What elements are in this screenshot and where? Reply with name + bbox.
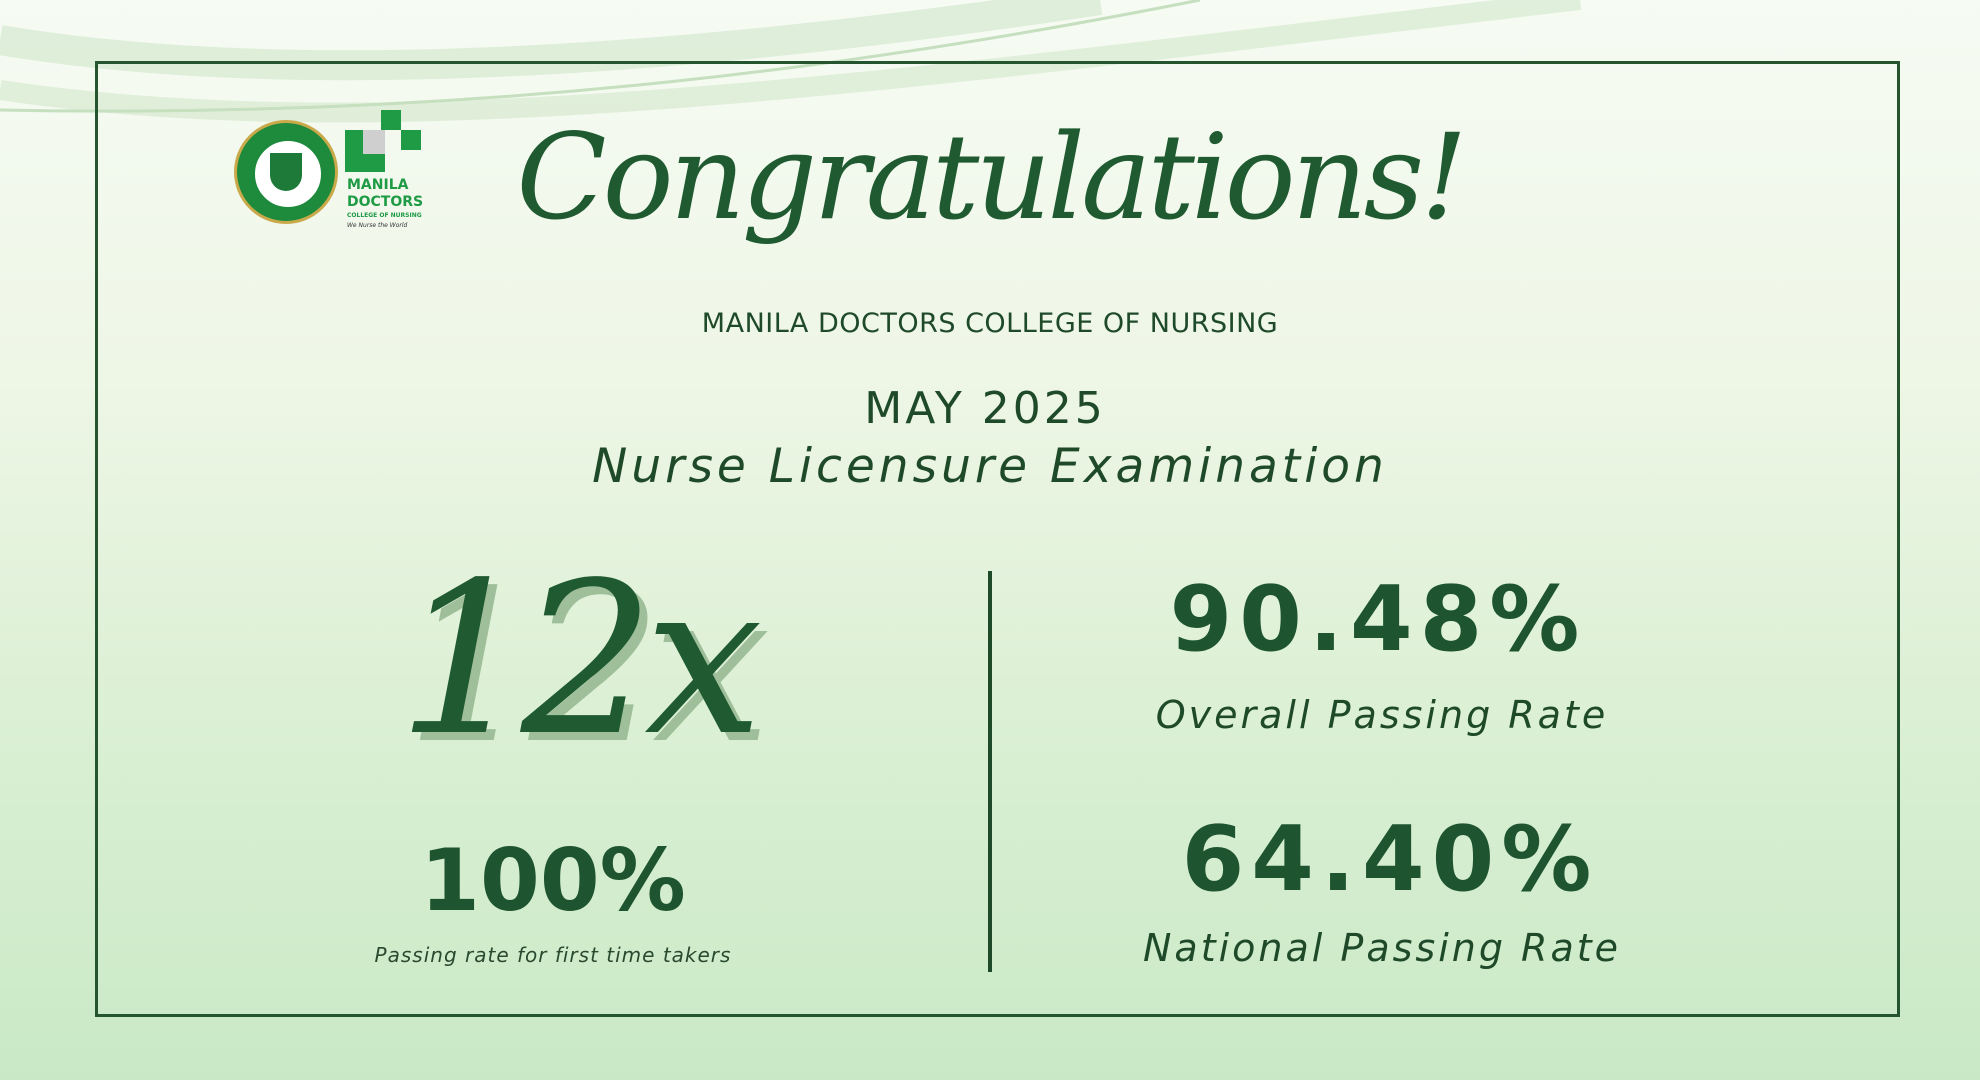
logo-text: MANILA [347, 177, 409, 193]
school-name: MANILA DOCTORS COLLEGE OF NURSING [701, 308, 1279, 339]
national-rate: 64.40% [1181, 807, 1599, 912]
divider [988, 571, 992, 972]
manila-doctors-logo: MANILA DOCTORS COLLEGE OF NURSING We Nur… [345, 110, 425, 235]
first-time-rate: 100% [420, 831, 686, 931]
exam-month: MAY 2025 [864, 383, 1106, 434]
exam-name: Nurse Licensure Examination [592, 439, 1388, 494]
heading: Congratulations! [516, 108, 1467, 246]
logo-text: COLLEGE OF NURSING [347, 212, 422, 219]
manila-tytana-seal-logo [234, 120, 338, 224]
border-frame [95, 61, 1900, 1017]
national-rate-label: National Passing Rate [1142, 926, 1622, 970]
multiplier: 12x [397, 537, 763, 782]
overall-rate-label: Overall Passing Rate [1155, 693, 1609, 737]
logo-text: DOCTORS [347, 194, 424, 210]
first-time-caption: Passing rate for first time takers [374, 943, 732, 967]
logo-tagline: We Nurse the World [347, 222, 408, 229]
overall-rate: 90.48% [1169, 567, 1587, 672]
